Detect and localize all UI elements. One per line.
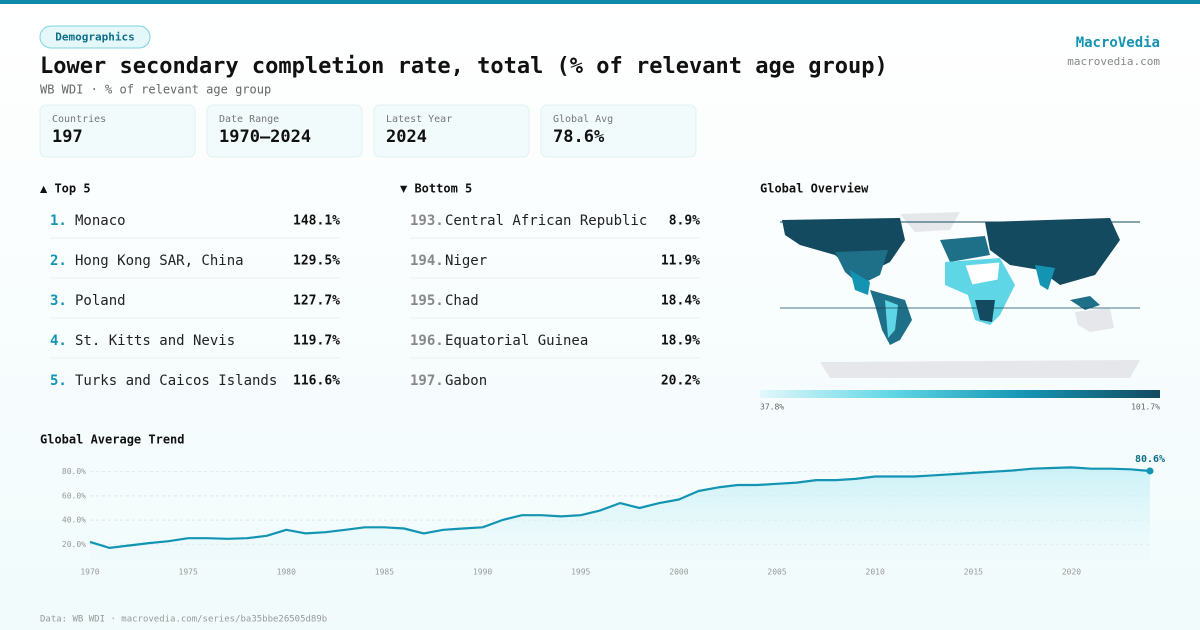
bottom-title: ▼ Bottom 5	[400, 182, 472, 196]
stat-value: 2024	[386, 127, 427, 147]
region	[975, 300, 995, 322]
stat-label: Latest Year	[386, 114, 452, 125]
x-tick-label: 1975	[179, 568, 198, 577]
region	[820, 360, 1140, 378]
stat-value: 197	[52, 127, 83, 147]
region	[964, 261, 1001, 286]
y-tick-label: 60.0%	[62, 491, 86, 500]
rank: 196.	[410, 333, 444, 349]
color-scale	[760, 390, 1160, 398]
value: 116.6%	[293, 374, 340, 389]
rank: 4.	[50, 333, 67, 349]
top-bar	[0, 0, 1200, 4]
scale-min: 37.8%	[760, 403, 784, 412]
region	[835, 250, 888, 285]
country: St. Kitts and Nevis	[75, 333, 235, 349]
end-point	[1146, 467, 1154, 475]
site: macrovedia.com	[1067, 55, 1160, 68]
value: 119.7%	[293, 334, 340, 349]
x-tick-label: 1980	[277, 568, 296, 577]
value: 18.4%	[661, 294, 700, 309]
region	[885, 300, 898, 338]
x-tick-label: 2015	[964, 568, 983, 577]
stat-card	[540, 104, 697, 158]
rank: 2.	[50, 253, 67, 269]
x-tick-label: 1985	[375, 568, 394, 577]
value: 8.9%	[669, 214, 700, 229]
line	[89, 466, 1151, 549]
subtitle: WB WDI · % of relevant age group	[40, 83, 271, 97]
y-tick-label: 20.0%	[62, 540, 86, 549]
x-tick-label: 1970	[80, 568, 99, 577]
rank: 5.	[50, 373, 67, 389]
x-tick-label: 2020	[1062, 568, 1081, 577]
stat-label: Countries	[52, 114, 106, 125]
region	[985, 218, 1120, 285]
country: Chad	[445, 293, 479, 309]
x-tick-label: 2010	[866, 568, 885, 577]
country: Gabon	[445, 373, 487, 389]
x-tick-label: 2005	[767, 568, 786, 577]
value: 11.9%	[661, 254, 700, 269]
title: Lower secondary completion rate, total (…	[40, 54, 888, 79]
region	[1070, 296, 1100, 310]
country: Hong Kong SAR, China	[75, 253, 244, 269]
rank: 193.	[410, 213, 444, 229]
map	[780, 212, 1140, 378]
stat-label: Date Range	[219, 114, 279, 125]
stat-card	[373, 104, 530, 158]
rank: 194.	[410, 253, 444, 269]
stat-value: 78.6%	[553, 127, 605, 147]
scale-max: 101.7%	[1131, 403, 1160, 412]
region	[850, 270, 870, 295]
x-tick-label: 1995	[571, 568, 590, 577]
y-tick-label: 40.0%	[62, 516, 86, 525]
value: 127.7%	[293, 294, 340, 309]
tag: Demographics	[55, 31, 134, 44]
region	[940, 236, 990, 262]
map-title: Global Overview	[760, 182, 869, 196]
footer: Data: WB WDI · macrovedia.com/series/ba3…	[40, 615, 327, 625]
stat-label: Global Avg	[553, 114, 613, 125]
tag-pill	[39, 25, 151, 49]
country: Monaco	[75, 213, 126, 229]
x-tick-label: 1990	[473, 568, 492, 577]
stat-card	[39, 104, 196, 158]
country: Niger	[445, 253, 487, 269]
end-label: 80.6%	[1135, 454, 1165, 465]
trend-chart: 20.0% 40.0% 60.0% 80.0% 1970 1975 1980 1985 1990…	[62, 454, 1165, 577]
lists: 1. Monaco 148.1% 2. Hong Kong SAR, China 129.…	[50, 213, 700, 389]
country: Equatorial Guinea	[445, 333, 588, 349]
stat-card	[206, 104, 363, 158]
rank: 1.	[50, 213, 67, 229]
region	[1035, 265, 1055, 290]
country: Poland	[75, 293, 126, 309]
stats: Countries 197 Date Range 1970–2024 Latest Ye…	[39, 104, 697, 158]
value: 20.2%	[661, 374, 700, 389]
country: Central African Republic	[445, 213, 647, 229]
chart-title: Global Average Trend	[40, 433, 185, 447]
stat-value: 1970–2024	[219, 127, 311, 147]
region	[1075, 308, 1114, 332]
rank: 197.	[410, 373, 444, 389]
country: Turks and Caicos Islands	[75, 373, 277, 389]
brand: MacroVedia	[1076, 35, 1160, 51]
rank: 195.	[410, 293, 444, 309]
value: 129.5%	[293, 254, 340, 269]
rank: 3.	[50, 293, 67, 309]
value: 18.9%	[661, 334, 700, 349]
top-title: ▲ Top 5	[40, 182, 91, 196]
area	[90, 467, 1150, 560]
x-tick-label: 2000	[669, 568, 688, 577]
value: 148.1%	[293, 214, 340, 229]
y-tick-label: 80.0%	[62, 467, 86, 476]
